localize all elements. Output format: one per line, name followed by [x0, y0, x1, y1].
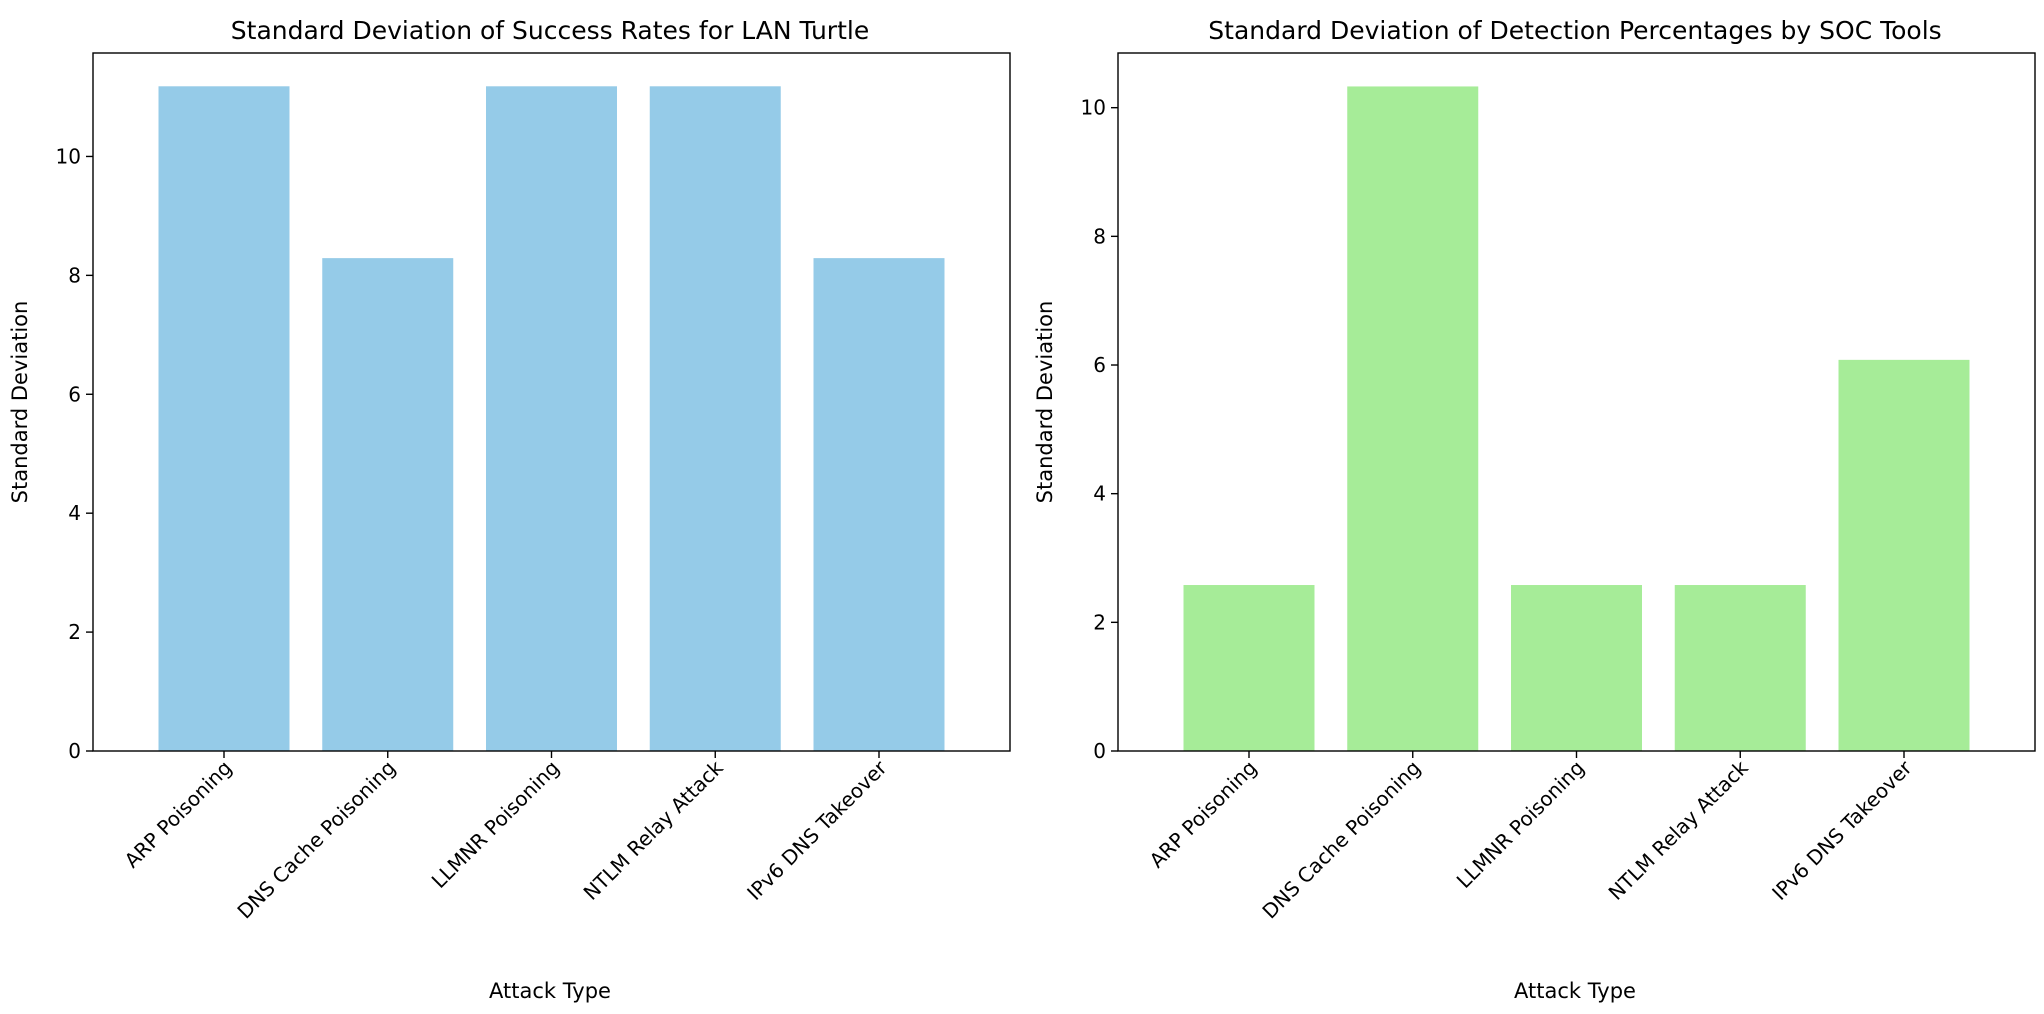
- bar-2: [486, 86, 617, 752]
- y-tick-label: 8: [1093, 224, 1106, 248]
- bar-1: [1347, 86, 1479, 751]
- x-tick-label: ARP Poisoning: [120, 756, 237, 873]
- x-tick-label: ARP Poisoning: [1145, 756, 1262, 873]
- y-tick-label: 4: [68, 501, 81, 525]
- y-tick-label: 0: [68, 739, 81, 763]
- chart-title: Standard Deviation of Detection Percenta…: [1208, 16, 1941, 45]
- x-tick-label: NTLM Relay Attack: [579, 755, 729, 905]
- right-chart-panel: Standard Deviation of Detection Percenta…: [1033, 16, 2036, 1003]
- x-tick-label: NTLM Relay Attack: [1604, 755, 1754, 905]
- y-tick-label: 6: [68, 382, 81, 406]
- x-tick-label: LLMNR Poisoning: [1452, 756, 1589, 893]
- y-tick-label: 8: [68, 263, 81, 287]
- bar-4: [1838, 359, 1970, 751]
- x-tick-label: LLMNR Poisoning: [427, 756, 564, 893]
- x-tick-label: DNS Cache Poisoning: [232, 756, 400, 924]
- plot-frame: [1117, 52, 2036, 752]
- bar-1: [322, 258, 454, 751]
- bar-0: [158, 86, 290, 752]
- y-axis-label: Standard Deviation: [8, 301, 32, 504]
- y-tick-label: 2: [68, 620, 81, 644]
- plot-frame: [92, 52, 1011, 752]
- bars-group: [158, 86, 945, 752]
- y-tick-label: 0: [1093, 739, 1106, 763]
- bar-3: [649, 86, 781, 752]
- y-tick-label: 10: [56, 144, 81, 168]
- y-tick-label: 6: [1093, 353, 1106, 377]
- y-ticks-group: 0 2 4 6 8 10: [56, 144, 93, 763]
- x-axis-label: Attack Type: [489, 979, 611, 1003]
- x-tick-label: IPv6 DNS Takeover: [1767, 755, 1917, 905]
- x-tick-label: IPv6 DNS Takeover: [742, 755, 892, 905]
- left-chart-panel: Standard Deviation of Success Rates for …: [8, 16, 1011, 1003]
- y-tick-label: 2: [1093, 610, 1106, 634]
- bar-2: [1511, 585, 1642, 751]
- x-tick-label: DNS Cache Poisoning: [1257, 756, 1425, 924]
- y-tick-label: 10: [1081, 96, 1106, 120]
- bar-3: [1674, 585, 1806, 751]
- bar-0: [1183, 585, 1315, 751]
- y-axis-label: Standard Deviation: [1033, 301, 1057, 504]
- bar-4: [813, 258, 945, 751]
- bars-group: [1183, 86, 1970, 751]
- y-tick-label: 4: [1093, 482, 1106, 506]
- chart-title: Standard Deviation of Success Rates for …: [231, 16, 869, 45]
- x-axis-label: Attack Type: [1514, 979, 1636, 1003]
- y-ticks-group: 0 2 4 6 8 10: [1081, 96, 1118, 763]
